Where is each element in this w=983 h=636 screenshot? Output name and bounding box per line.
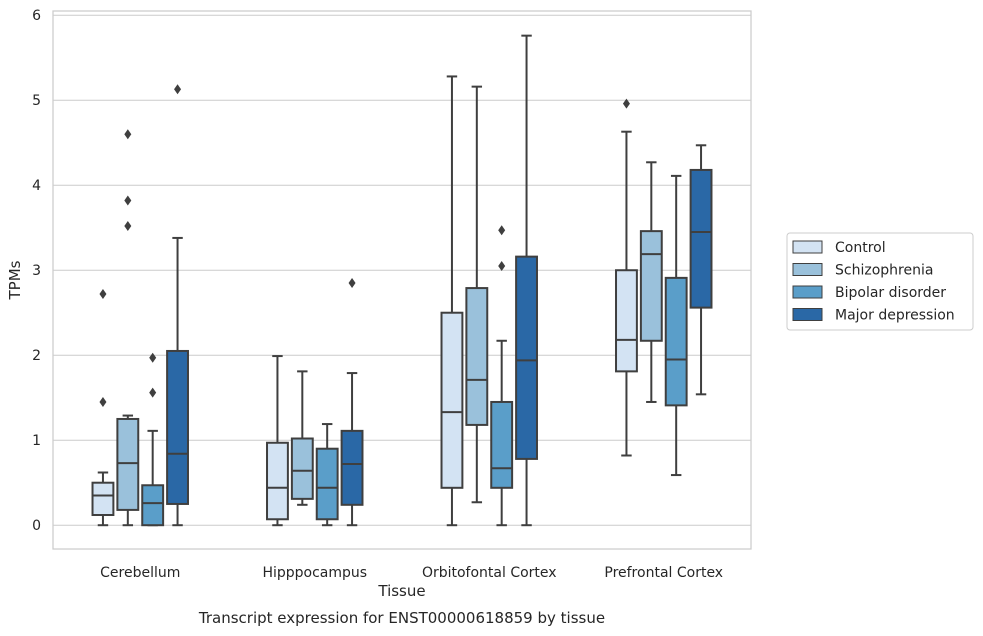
box-iqr bbox=[440, 311, 464, 489]
box-iqr bbox=[615, 269, 638, 373]
y-tick-label: 5 bbox=[32, 93, 41, 109]
x-tick-label: Prefrontal Cortex bbox=[604, 565, 723, 581]
chart-title: Transcript expression for ENST0000061885… bbox=[198, 609, 605, 627]
legend-swatch bbox=[792, 240, 823, 254]
y-tick-label: 1 bbox=[32, 433, 41, 449]
outlier-point bbox=[622, 98, 630, 109]
outlier-point bbox=[149, 352, 157, 363]
y-tick-label: 3 bbox=[32, 263, 41, 279]
box-iqr bbox=[290, 437, 314, 500]
box-iqr bbox=[116, 417, 140, 511]
box-bipolar-disorder bbox=[141, 352, 165, 527]
y-axis-label: TPMs bbox=[6, 260, 24, 300]
y-tick-label: 6 bbox=[32, 8, 41, 24]
legend-label: Control bbox=[835, 240, 886, 256]
box-control bbox=[266, 355, 289, 527]
outlier-point bbox=[99, 396, 107, 407]
legend: Control Schizophrenia Bipolar disorder Majo… bbox=[786, 232, 974, 331]
outlier-point bbox=[124, 129, 132, 140]
x-tick-label: Cerebellum bbox=[100, 565, 180, 581]
outlier-point bbox=[149, 387, 157, 398]
box-bipolar-disorder bbox=[315, 423, 339, 527]
box-schizophrenia bbox=[639, 161, 663, 403]
box-series bbox=[91, 34, 713, 527]
box-iqr bbox=[490, 400, 514, 489]
outlier-point bbox=[498, 225, 506, 236]
legend-swatch bbox=[792, 285, 823, 299]
box-control bbox=[91, 289, 115, 527]
x-tick-label: Hipppocampus bbox=[262, 565, 367, 581]
outlier-point bbox=[348, 277, 356, 288]
box-iqr bbox=[91, 481, 115, 517]
legend-label: Major depression bbox=[835, 308, 955, 324]
box-iqr bbox=[664, 276, 688, 407]
legend-swatch bbox=[792, 263, 823, 276]
outlier-point bbox=[174, 84, 182, 95]
box-bipolar-disorder bbox=[664, 174, 688, 477]
outlier-point bbox=[99, 289, 107, 300]
x-tick-label: Orbitofontal Cortex bbox=[422, 565, 557, 581]
box-iqr bbox=[340, 429, 364, 506]
box-schizophrenia bbox=[290, 370, 314, 506]
legend-frame bbox=[786, 232, 974, 331]
outlier-point bbox=[124, 195, 132, 206]
box-iqr bbox=[141, 484, 165, 527]
box-major-depression bbox=[689, 144, 713, 396]
y-tick-label: 4 bbox=[32, 178, 41, 194]
legend-label: Bipolar disorder bbox=[835, 285, 946, 301]
box-bipolar-disorder bbox=[490, 225, 514, 527]
outlier-point bbox=[124, 221, 132, 232]
x-axis-ticks: Cerebellum Hipppocampus Orbitofontal Corte… bbox=[100, 565, 723, 581]
legend-swatch bbox=[792, 308, 823, 321]
box-major-depression bbox=[166, 84, 189, 527]
box-control bbox=[440, 75, 464, 527]
box-iqr bbox=[639, 230, 663, 342]
box-iqr bbox=[689, 168, 713, 309]
box-iqr bbox=[315, 447, 339, 521]
box-schizophrenia bbox=[465, 85, 489, 504]
box-schizophrenia bbox=[116, 129, 140, 527]
box-major-depression bbox=[515, 34, 538, 527]
y-axis-ticks: 0 1 2 3 4 5 6 bbox=[32, 8, 41, 534]
box-iqr bbox=[515, 255, 538, 460]
legend-label: Schizophrenia bbox=[835, 263, 933, 279]
y-tick-label: 2 bbox=[32, 348, 41, 364]
box-iqr bbox=[166, 349, 189, 505]
box-iqr bbox=[266, 441, 289, 521]
box-control bbox=[615, 98, 638, 457]
y-tick-label: 0 bbox=[32, 518, 41, 534]
box-major-depression bbox=[340, 277, 364, 527]
outlier-point bbox=[498, 260, 506, 271]
x-axis-label: Tissue bbox=[377, 582, 425, 600]
box-iqr bbox=[465, 287, 489, 426]
